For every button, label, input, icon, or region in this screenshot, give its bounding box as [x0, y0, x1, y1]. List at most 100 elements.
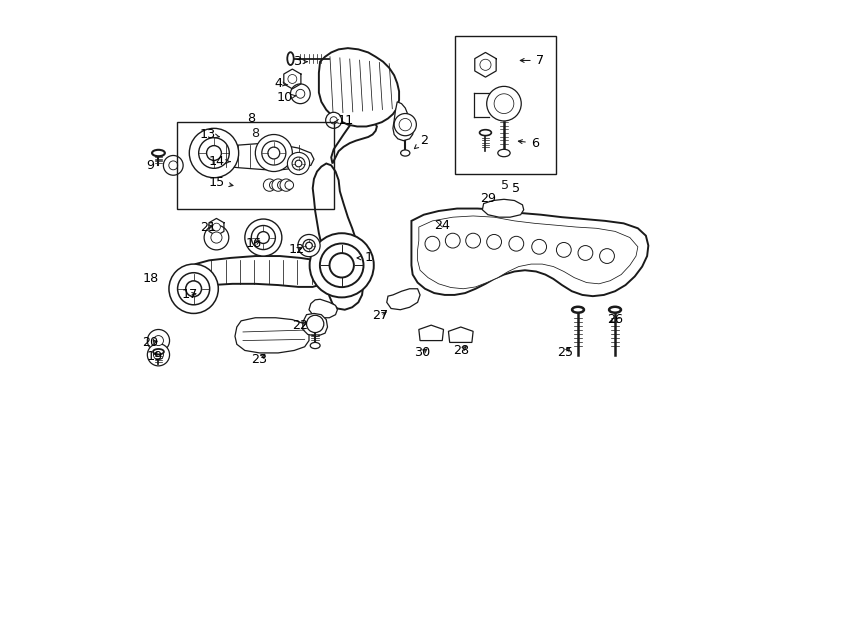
Text: 12: 12 [289, 243, 305, 257]
Polygon shape [475, 52, 496, 77]
Circle shape [326, 112, 342, 128]
Polygon shape [284, 69, 301, 89]
Circle shape [255, 135, 292, 172]
Circle shape [245, 219, 282, 256]
Circle shape [296, 89, 305, 98]
Polygon shape [319, 48, 400, 126]
Text: 20: 20 [142, 336, 158, 349]
Circle shape [186, 281, 201, 297]
Circle shape [154, 336, 163, 346]
Text: 25: 25 [558, 346, 574, 360]
Ellipse shape [572, 307, 584, 313]
Text: 2: 2 [415, 134, 428, 149]
Circle shape [212, 223, 220, 231]
Circle shape [268, 147, 280, 159]
Circle shape [330, 253, 354, 278]
Circle shape [190, 128, 239, 178]
Circle shape [330, 117, 337, 124]
Polygon shape [303, 313, 327, 336]
Circle shape [466, 233, 480, 248]
Bar [455, 36, 556, 174]
Polygon shape [332, 117, 377, 164]
Circle shape [303, 239, 315, 252]
Circle shape [487, 234, 501, 249]
Text: 7: 7 [520, 54, 544, 67]
Text: 5: 5 [502, 179, 509, 192]
Text: 10: 10 [276, 91, 296, 104]
Polygon shape [393, 102, 414, 141]
Circle shape [272, 179, 284, 191]
Circle shape [306, 242, 312, 249]
Circle shape [207, 146, 221, 160]
Ellipse shape [479, 130, 491, 136]
Circle shape [599, 249, 615, 263]
Text: 16: 16 [246, 237, 262, 251]
Text: 29: 29 [480, 192, 496, 205]
Text: 19: 19 [147, 350, 163, 363]
Circle shape [285, 181, 293, 189]
Circle shape [480, 59, 491, 70]
Circle shape [262, 141, 286, 165]
Polygon shape [419, 325, 444, 341]
Ellipse shape [153, 349, 164, 354]
Ellipse shape [310, 342, 320, 349]
Text: 23: 23 [252, 352, 268, 366]
Circle shape [445, 233, 460, 248]
Text: 24: 24 [434, 218, 451, 232]
Polygon shape [214, 143, 314, 170]
Polygon shape [483, 199, 524, 217]
Text: 18: 18 [142, 272, 159, 286]
Circle shape [487, 86, 521, 121]
Circle shape [147, 344, 169, 366]
Circle shape [291, 84, 310, 104]
Circle shape [169, 264, 218, 313]
Circle shape [307, 315, 324, 333]
Circle shape [258, 231, 269, 244]
Circle shape [532, 239, 547, 254]
Text: 17: 17 [181, 288, 197, 302]
Text: 27: 27 [372, 309, 388, 323]
Circle shape [178, 273, 210, 305]
Polygon shape [309, 299, 337, 318]
Circle shape [298, 234, 320, 257]
Text: 4: 4 [275, 77, 287, 90]
Circle shape [578, 246, 592, 260]
Polygon shape [417, 216, 638, 289]
Circle shape [509, 236, 524, 251]
Polygon shape [209, 218, 224, 236]
Circle shape [292, 157, 305, 170]
Circle shape [211, 232, 222, 243]
Ellipse shape [400, 150, 410, 156]
Text: 13: 13 [200, 128, 219, 141]
Text: 8: 8 [247, 112, 255, 125]
Circle shape [154, 350, 163, 360]
Circle shape [264, 179, 275, 191]
Text: 1: 1 [357, 251, 372, 265]
Polygon shape [313, 164, 363, 310]
Polygon shape [235, 318, 309, 353]
Circle shape [309, 233, 374, 297]
Circle shape [204, 225, 229, 250]
Ellipse shape [152, 150, 165, 156]
Text: 11: 11 [335, 114, 354, 127]
Ellipse shape [609, 307, 621, 313]
Circle shape [557, 242, 571, 257]
Circle shape [169, 161, 178, 170]
Text: 8: 8 [252, 127, 259, 140]
Text: 26: 26 [607, 313, 623, 326]
Text: 5: 5 [513, 181, 520, 195]
Text: 9: 9 [146, 159, 155, 172]
Circle shape [394, 114, 416, 136]
Circle shape [280, 179, 292, 191]
Circle shape [163, 155, 183, 175]
Ellipse shape [287, 52, 294, 65]
Circle shape [494, 94, 514, 114]
Polygon shape [387, 289, 420, 310]
Polygon shape [411, 209, 649, 296]
Circle shape [400, 118, 411, 131]
Polygon shape [190, 256, 332, 287]
Circle shape [320, 244, 364, 287]
Text: 21: 21 [200, 220, 216, 234]
Circle shape [252, 226, 275, 250]
Circle shape [295, 160, 302, 167]
